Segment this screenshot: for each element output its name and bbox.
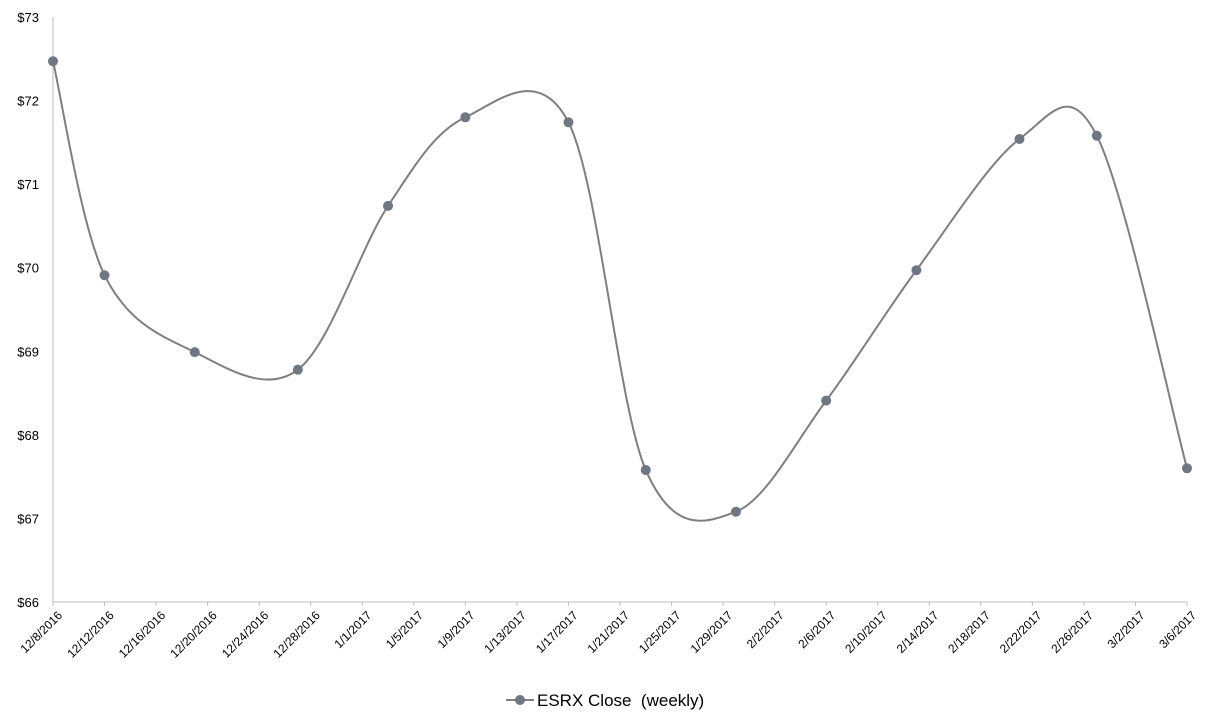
legend-label: ESRX Close (weekly): [537, 691, 704, 710]
y-tick-label: $67: [17, 511, 39, 526]
y-tick-label: $73: [17, 10, 39, 25]
series-line: [52, 61, 1188, 522]
x-tick-label: 1/25/2017: [636, 608, 684, 656]
data-point: [563, 117, 574, 128]
data-point: [730, 506, 741, 517]
x-axis-tick-labels: 12/8/2016 12/12/2016 12/16/2016 12/20/2016 1…: [17, 602, 1199, 661]
y-tick-label: $72: [17, 94, 39, 109]
data-point: [189, 347, 200, 358]
x-tick-label: 12/16/2016: [116, 608, 169, 661]
data-point: [99, 270, 110, 281]
series-group: [48, 56, 1192, 522]
x-tick-label: 1/29/2017: [688, 608, 736, 656]
data-point: [460, 112, 471, 123]
y-tick-label: $71: [17, 177, 39, 192]
x-tick-label: 1/13/2017: [481, 608, 529, 656]
data-point: [292, 364, 303, 375]
x-tick-label: 1/17/2017: [533, 608, 581, 656]
y-tick-label: $69: [17, 344, 39, 359]
legend: ESRX Close (weekly): [506, 691, 704, 710]
x-tick-label: 2/22/2017: [997, 608, 1045, 656]
y-tick-label: $70: [17, 261, 39, 276]
y-tick-label: $66: [17, 595, 39, 610]
x-tick-label: 12/24/2016: [219, 608, 272, 661]
data-point: [1014, 134, 1025, 145]
x-tick-label: 3/6/2017: [1156, 608, 1199, 651]
x-tick-label: 3/2/2017: [1105, 608, 1148, 651]
x-tick-label: 12/8/2016: [17, 608, 65, 656]
x-tick-label: 1/21/2017: [584, 608, 632, 656]
data-point: [1182, 463, 1192, 474]
x-tick-label: 12/28/2016: [270, 608, 323, 661]
x-tick-label: 12/20/2016: [167, 608, 220, 661]
data-point: [383, 200, 394, 211]
x-tick-label: 1/1/2017: [331, 608, 374, 651]
legend-marker-swatch: [515, 695, 525, 705]
y-tick-label: $68: [17, 428, 39, 443]
x-tick-label: 12/12/2016: [64, 608, 117, 661]
x-tick-label: 1/5/2017: [383, 608, 426, 651]
x-tick-label: 2/6/2017: [795, 608, 838, 651]
data-point: [821, 395, 832, 406]
x-tick-label: 2/14/2017: [894, 608, 942, 656]
data-point: [48, 56, 58, 67]
x-tick-label: 1/9/2017: [435, 608, 478, 651]
axes: [52, 17, 1187, 603]
data-point: [640, 464, 651, 475]
data-point: [1091, 130, 1102, 141]
x-tick-label: 2/2/2017: [744, 608, 787, 651]
x-tick-label: 2/18/2017: [945, 608, 993, 656]
data-point: [911, 265, 922, 276]
y-axis-tick-labels: $66 $67 $68 $69 $70 $71 $72 $73: [17, 10, 39, 610]
x-tick-label: 2/10/2017: [842, 608, 890, 656]
x-tick-label: 2/26/2017: [1048, 608, 1096, 656]
